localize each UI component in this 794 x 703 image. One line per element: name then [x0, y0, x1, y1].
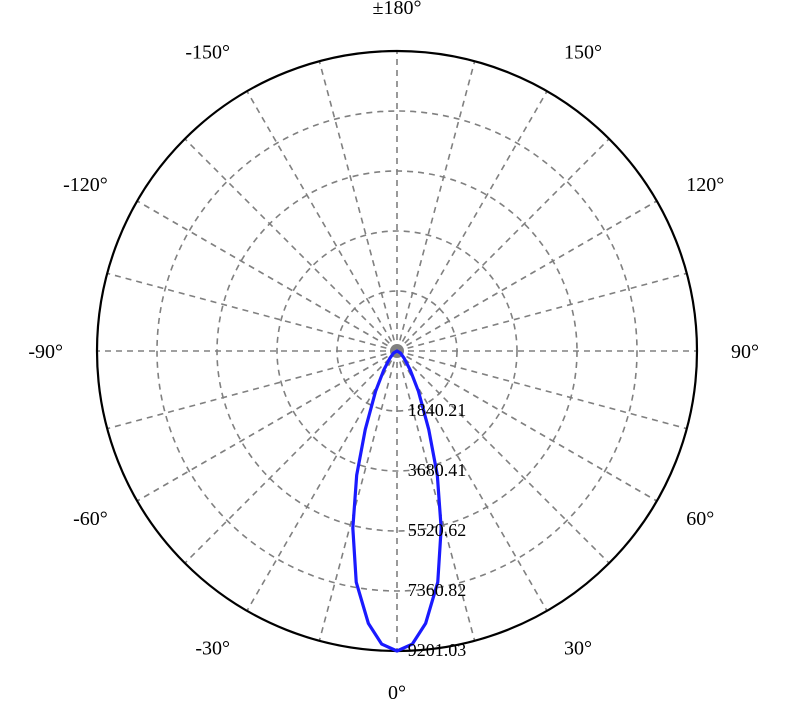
radial-label: 5520.62	[408, 520, 467, 540]
radial-label: 1840.21	[408, 400, 467, 420]
angle-label: 150°	[564, 42, 602, 64]
radial-label: 9201.03	[408, 640, 467, 660]
angle-label: ±180°	[373, 0, 422, 19]
angle-label: 30°	[564, 637, 592, 659]
angle-label: -120°	[63, 174, 108, 196]
angle-label: 0°	[388, 682, 406, 703]
angle-label: -30°	[195, 637, 230, 659]
angle-label: 60°	[686, 508, 714, 530]
angle-label: -90°	[28, 341, 63, 363]
radial-label: 3680.41	[408, 460, 467, 480]
angle-label: 90°	[731, 341, 759, 363]
polar-chart: 0° 30° 60° 90° 120° 150° ±180° -150° -120° -90° -6…	[0, 0, 794, 703]
radial-label: 7360.82	[408, 580, 467, 600]
angle-label: -150°	[185, 42, 230, 64]
angle-label: -60°	[73, 508, 108, 530]
angle-label: 120°	[686, 174, 724, 196]
